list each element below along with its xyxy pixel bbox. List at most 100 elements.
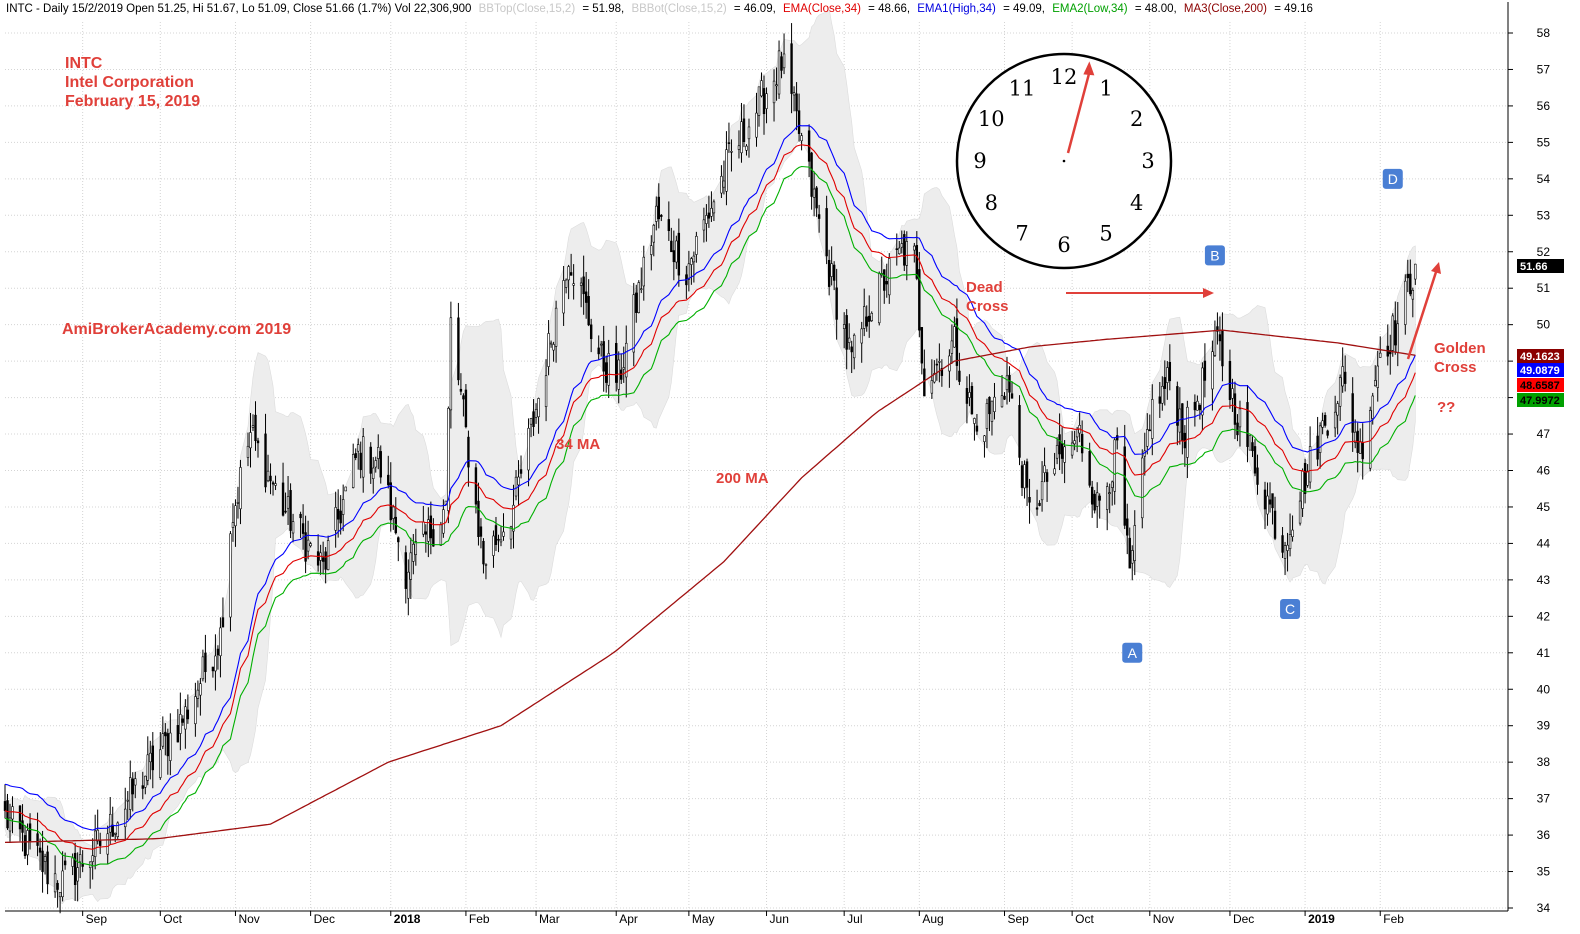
candle-body bbox=[1126, 518, 1129, 536]
candle-body bbox=[11, 806, 14, 820]
header-ma3-value: = 49.16 bbox=[1274, 3, 1313, 15]
candle-body bbox=[1394, 320, 1397, 346]
candle-body bbox=[970, 385, 974, 415]
candle-body bbox=[762, 88, 766, 115]
x-tick-label: May bbox=[692, 912, 715, 926]
candle-body bbox=[847, 337, 851, 343]
candle-body bbox=[825, 208, 828, 257]
price-tag-value: 48.6587 bbox=[1520, 380, 1560, 392]
candle-body bbox=[632, 294, 635, 353]
candle-body bbox=[8, 817, 12, 832]
candle-body bbox=[1318, 425, 1322, 453]
y-tick-label: 35 bbox=[1537, 865, 1551, 879]
x-tick-label: Nov bbox=[1153, 912, 1174, 926]
candle-body bbox=[1193, 401, 1197, 411]
candle-body bbox=[1201, 367, 1204, 416]
candle-body bbox=[23, 835, 27, 857]
price-tag-value: 49.0879 bbox=[1520, 365, 1560, 377]
candle-body bbox=[1306, 470, 1309, 486]
candle-body bbox=[1108, 492, 1111, 494]
candle-body bbox=[499, 539, 503, 543]
candle-body bbox=[414, 541, 418, 555]
y-tick-label: 57 bbox=[1537, 62, 1551, 76]
candle-body bbox=[1161, 386, 1164, 404]
price-tag-value: 51.66 bbox=[1520, 261, 1548, 273]
candle-body bbox=[36, 833, 39, 846]
candle-body bbox=[492, 535, 495, 556]
candle-body bbox=[602, 341, 605, 372]
candle-body bbox=[1236, 422, 1239, 436]
candle-body bbox=[161, 733, 165, 747]
candle-body bbox=[1221, 329, 1224, 367]
x-tick-label: Mar bbox=[539, 912, 560, 926]
candle-body bbox=[792, 92, 796, 96]
x-tick-label: Feb bbox=[469, 912, 490, 926]
candle-body bbox=[1333, 411, 1337, 429]
candle-body bbox=[91, 855, 94, 862]
candle-body bbox=[955, 318, 959, 366]
y-tick-label: 41 bbox=[1537, 646, 1551, 660]
candle-body bbox=[281, 482, 285, 516]
header-ma3-label: MA3(Close,200) bbox=[1184, 3, 1267, 15]
candle-body bbox=[1158, 396, 1162, 404]
candle-body bbox=[404, 552, 407, 589]
candle-body bbox=[832, 264, 836, 281]
candle-body bbox=[810, 152, 813, 197]
y-tick-label: 58 bbox=[1537, 26, 1551, 40]
candle-body bbox=[1286, 544, 1289, 551]
price-tag-value: 47.9972 bbox=[1520, 395, 1560, 407]
candle-body bbox=[1063, 446, 1066, 463]
x-tick-label: Jul bbox=[847, 912, 862, 926]
candle-body bbox=[1288, 534, 1292, 550]
candle-body bbox=[76, 867, 79, 882]
candle-body bbox=[1301, 470, 1304, 509]
question-annotation: ?? bbox=[1437, 399, 1455, 416]
ma200-annotation: 200 MA bbox=[716, 470, 769, 487]
candle-body bbox=[895, 248, 898, 250]
candle-body bbox=[497, 538, 500, 541]
candle-body bbox=[1338, 377, 1342, 407]
header-ema1-label: EMA1(High,34) bbox=[917, 3, 996, 15]
candle-body bbox=[933, 373, 936, 383]
candle-body bbox=[462, 395, 465, 400]
candle-body bbox=[266, 470, 270, 482]
candle-body bbox=[1291, 529, 1294, 537]
candle-body bbox=[975, 425, 979, 432]
candle-body bbox=[1040, 481, 1044, 501]
candle-body bbox=[474, 467, 478, 505]
clock-number: 5 bbox=[1099, 222, 1112, 246]
candle-body bbox=[1283, 545, 1287, 559]
candle-body bbox=[670, 240, 673, 253]
candle-body bbox=[146, 754, 149, 781]
candle-body bbox=[351, 454, 355, 488]
y-tick-label: 50 bbox=[1537, 318, 1551, 332]
candle-body bbox=[246, 445, 250, 458]
candle-body bbox=[950, 340, 954, 354]
candle-body bbox=[249, 432, 252, 449]
candle-body bbox=[953, 326, 956, 348]
candle-body bbox=[1055, 445, 1059, 459]
candle-body bbox=[159, 749, 162, 778]
candle-body bbox=[1343, 371, 1347, 384]
candle-body bbox=[920, 327, 924, 364]
candle-body bbox=[1316, 435, 1319, 460]
candle-body bbox=[705, 215, 708, 224]
candle-body bbox=[1113, 439, 1116, 492]
candle-body bbox=[201, 656, 205, 680]
candle-body bbox=[532, 411, 535, 427]
candle-body bbox=[1035, 507, 1039, 510]
y-tick-label: 53 bbox=[1537, 208, 1551, 222]
candle-body bbox=[231, 522, 235, 528]
pattern-points: A B C D bbox=[1122, 168, 1403, 663]
candlesticks bbox=[3, 23, 1417, 914]
candle-body bbox=[149, 752, 152, 763]
candle-body bbox=[1003, 395, 1006, 400]
candle-body bbox=[527, 427, 530, 471]
candle-body bbox=[537, 398, 540, 418]
candle-body bbox=[407, 571, 410, 599]
candle-body bbox=[712, 201, 716, 214]
candle-body bbox=[422, 521, 425, 535]
candle-body bbox=[264, 433, 267, 488]
candle-body bbox=[842, 324, 846, 329]
candle-body bbox=[46, 851, 49, 885]
